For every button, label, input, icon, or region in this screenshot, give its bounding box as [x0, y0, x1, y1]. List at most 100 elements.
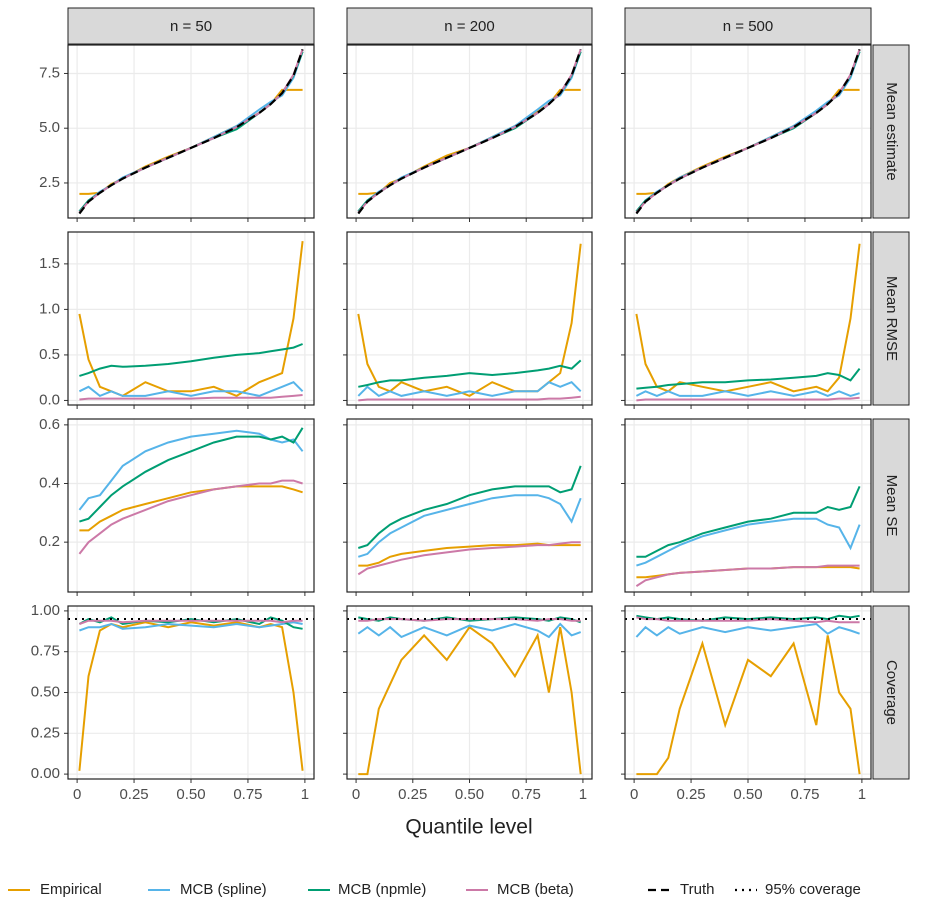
panel-border — [346, 44, 593, 219]
x-tick-label: 0 — [630, 786, 638, 803]
column-label: n = 50 — [170, 18, 212, 35]
series-line — [79, 621, 303, 632]
panel: 0.00 0.25 0.50 0.75 1.00 0 0.25 0.50 0.75 1 — [31, 602, 315, 803]
series-line — [357, 381, 582, 398]
panel — [621, 44, 872, 222]
y-tick-label: 0.4 — [39, 474, 60, 491]
x-tick-label: 1 — [579, 786, 587, 803]
x-tick-label: 0.25 — [398, 786, 427, 803]
y-tick-label: 0.6 — [39, 416, 60, 433]
x-tick-label: 0.75 — [233, 786, 262, 803]
series-line — [78, 621, 304, 771]
y-tick-label: 0.00 — [31, 765, 60, 782]
panel-border — [624, 418, 872, 593]
x-tick-label: 0.50 — [455, 786, 484, 803]
series-line — [78, 479, 303, 555]
panel-border — [67, 605, 315, 780]
series-line — [357, 541, 581, 576]
row-label: Mean RMSE — [883, 276, 900, 361]
x-axis-label: Quantile level — [405, 816, 532, 839]
y-tick-label: 1.00 — [31, 602, 60, 619]
x-tick-label: 0.75 — [790, 786, 819, 803]
panel-border — [67, 418, 315, 593]
truth-line — [357, 49, 582, 215]
series-line — [635, 243, 861, 393]
strip — [872, 605, 910, 780]
row-label: Coverage — [883, 660, 900, 725]
series-line — [635, 390, 860, 397]
series-line — [79, 619, 303, 625]
legend-label: 95% coverage — [765, 881, 861, 898]
series-line — [358, 395, 581, 402]
column-label: n = 500 — [723, 18, 773, 35]
panel — [343, 231, 593, 409]
y-tick-label: 0.75 — [31, 643, 60, 660]
series-line — [635, 564, 860, 587]
panel-border — [346, 605, 593, 780]
y-tick-label: 0.25 — [31, 724, 60, 741]
legend-label: Truth — [680, 881, 714, 898]
legend-label: Empirical — [40, 881, 102, 898]
x-tick-label: 0.50 — [733, 786, 762, 803]
legend-label: MCB (spline) — [180, 881, 267, 898]
legend-label: MCB (beta) — [497, 881, 574, 898]
panel-border — [346, 418, 593, 593]
panel-border — [624, 231, 872, 406]
y-tick-label: 0.50 — [31, 683, 60, 700]
x-tick-label: 0 — [73, 786, 81, 803]
truth-line — [635, 49, 861, 215]
panel: 0.0 0.5 1.0 1.5 — [39, 231, 315, 409]
panel-border — [624, 44, 872, 219]
strip — [872, 44, 910, 219]
x-tick-label: 1 — [301, 786, 309, 803]
series-line — [636, 485, 861, 558]
series-line — [78, 381, 304, 398]
strip — [67, 7, 315, 45]
truth-line — [78, 49, 304, 215]
y-tick-label: 1.5 — [39, 255, 60, 272]
y-tick-label: 0.2 — [39, 533, 60, 550]
panel-border — [67, 231, 315, 406]
legend-label: MCB (npmle) — [338, 881, 426, 898]
strip — [346, 7, 593, 45]
panel: 2.5 5.0 7.5 — [39, 44, 315, 222]
series-line — [79, 343, 303, 377]
series-line — [358, 359, 582, 388]
panel: 0 0.25 0.50 0.75 1 — [621, 605, 872, 803]
series-line — [79, 485, 303, 532]
column-label: n = 200 — [444, 18, 494, 35]
row-label: Mean estimate — [883, 82, 900, 180]
series-line — [78, 429, 304, 511]
y-tick-label: 0.0 — [39, 391, 60, 408]
panel-border — [346, 231, 593, 406]
panel — [621, 231, 872, 409]
y-tick-label: 5.0 — [39, 119, 60, 136]
panel — [343, 418, 593, 596]
x-tick-label: 0.25 — [119, 786, 148, 803]
series-line — [357, 243, 582, 398]
series-line — [635, 622, 860, 638]
panel-border — [624, 605, 872, 780]
series-line — [636, 396, 860, 402]
series-line — [357, 465, 582, 549]
x-tick-label: 1 — [858, 786, 866, 803]
strip — [872, 418, 910, 593]
panel-border — [67, 44, 315, 219]
series-line — [636, 635, 861, 776]
panel: 0.2 0.4 0.6 — [39, 416, 315, 596]
panel — [621, 418, 872, 596]
series-line — [78, 240, 304, 398]
strip — [624, 7, 872, 45]
series-line — [79, 427, 304, 523]
series-line — [636, 367, 861, 390]
x-tick-label: 0.25 — [676, 786, 705, 803]
panel: 0 0.25 0.50 0.75 1 — [343, 605, 593, 803]
y-tick-label: 0.5 — [39, 346, 60, 363]
x-tick-label: 0.75 — [512, 786, 541, 803]
x-tick-label: 0 — [352, 786, 360, 803]
y-tick-label: 1.0 — [39, 300, 60, 317]
row-label: Mean SE — [883, 475, 900, 537]
panel — [343, 44, 593, 222]
strip — [872, 231, 910, 406]
